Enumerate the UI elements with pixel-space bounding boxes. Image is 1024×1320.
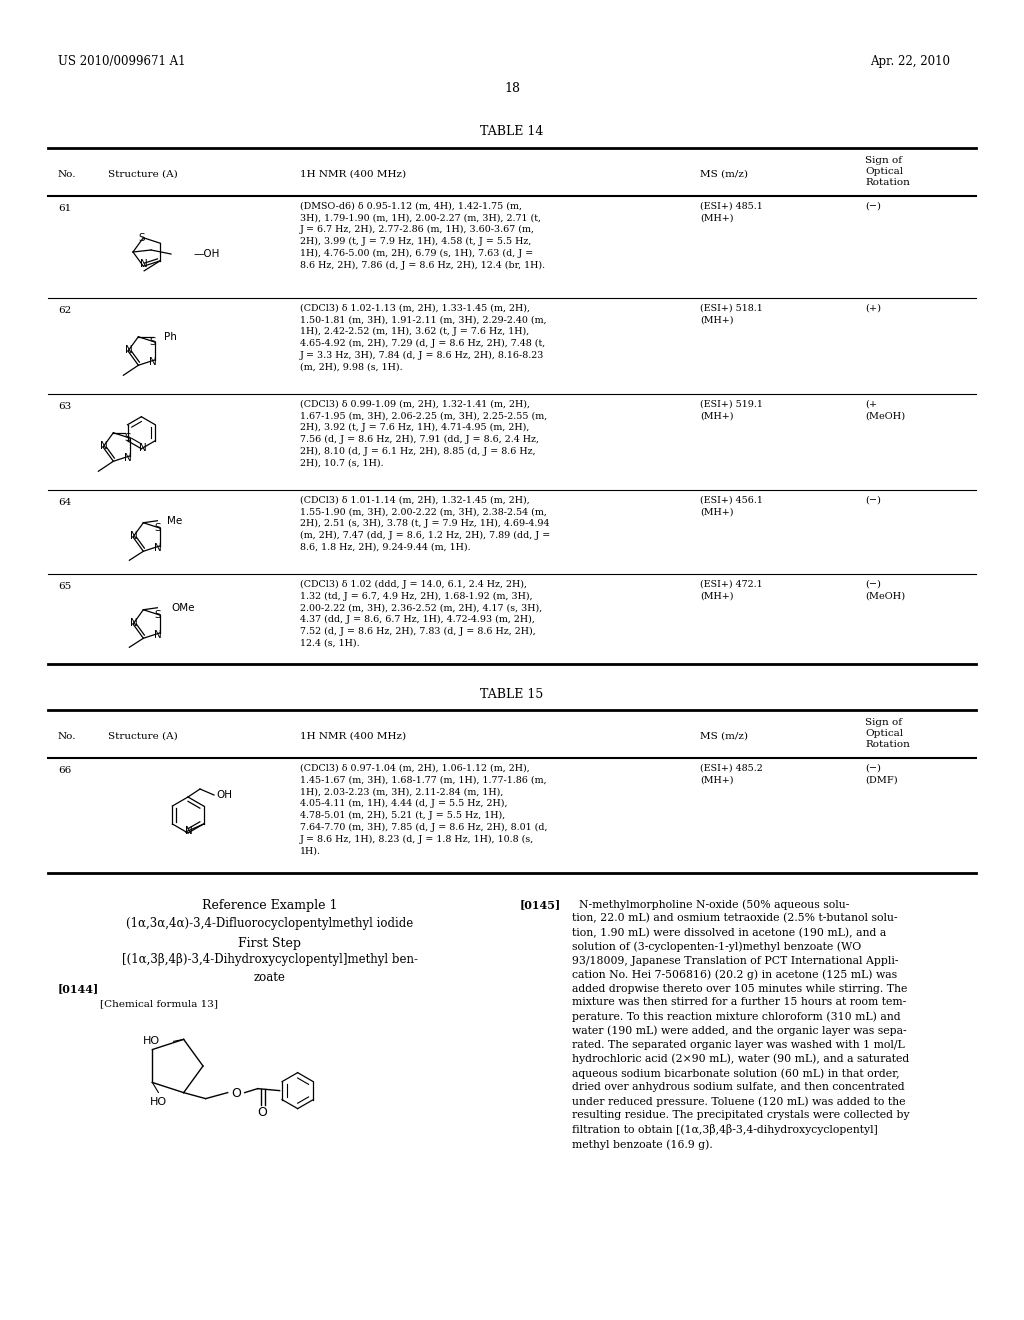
Text: Sign of
Optical
Rotation: Sign of Optical Rotation [865, 156, 910, 187]
Text: [(1α,3β,4β)-3,4-Dihydroxycyclopentyl]methyl ben-
zoate: [(1α,3β,4β)-3,4-Dihydroxycyclopentyl]met… [122, 953, 418, 983]
Text: N: N [155, 630, 162, 640]
Text: (ESI+) 485.2
(MH+): (ESI+) 485.2 (MH+) [700, 764, 763, 784]
Text: HO: HO [150, 1097, 167, 1107]
Text: N: N [125, 345, 133, 355]
Text: (CDCl3) δ 1.01-1.14 (m, 2H), 1.32-1.45 (m, 2H),
1.55-1.90 (m, 3H), 2.00-2.22 (m,: (CDCl3) δ 1.01-1.14 (m, 2H), 1.32-1.45 (… [300, 496, 550, 552]
Text: (ESI+) 472.1
(MH+): (ESI+) 472.1 (MH+) [700, 579, 763, 601]
Text: (−): (−) [865, 496, 881, 506]
Text: OH: OH [216, 789, 232, 800]
Text: Structure (A): Structure (A) [108, 733, 178, 741]
Text: TABLE 14: TABLE 14 [480, 125, 544, 139]
Text: N: N [130, 618, 138, 628]
Text: S: S [138, 232, 144, 243]
Text: No.: No. [58, 733, 77, 741]
Text: O: O [258, 1106, 267, 1119]
Text: S: S [155, 523, 162, 533]
Text: N: N [139, 442, 147, 453]
Text: (+
(MeOH): (+ (MeOH) [865, 400, 905, 421]
Text: [0145]: [0145] [520, 899, 561, 909]
Text: 66: 66 [58, 766, 72, 775]
Text: N: N [100, 441, 108, 451]
Text: [Chemical formula 13]: [Chemical formula 13] [100, 999, 218, 1008]
Text: (−): (−) [865, 202, 881, 211]
Text: N: N [140, 259, 148, 269]
Text: 63: 63 [58, 403, 72, 411]
Text: S: S [155, 610, 162, 620]
Text: TABLE 15: TABLE 15 [480, 688, 544, 701]
Text: (DMSO-d6) δ 0.95-1.12 (m, 4H), 1.42-1.75 (m,
3H), 1.79-1.90 (m, 1H), 2.00-2.27 (: (DMSO-d6) δ 0.95-1.12 (m, 4H), 1.42-1.75… [300, 202, 545, 271]
Text: Structure (A): Structure (A) [108, 170, 178, 180]
Text: (CDCl3) δ 0.99-1.09 (m, 2H), 1.32-1.41 (m, 2H),
1.67-1.95 (m, 3H), 2.06-2.25 (m,: (CDCl3) δ 0.99-1.09 (m, 2H), 1.32-1.41 (… [300, 400, 547, 467]
Text: Apr. 22, 2010: Apr. 22, 2010 [870, 55, 950, 69]
Text: US 2010/0099671 A1: US 2010/0099671 A1 [58, 55, 185, 69]
Text: 1H NMR (400 MHz): 1H NMR (400 MHz) [300, 170, 407, 180]
Text: (+): (+) [865, 304, 881, 313]
Text: (ESI+) 456.1
(MH+): (ESI+) 456.1 (MH+) [700, 496, 763, 516]
Text: N: N [124, 453, 132, 463]
Text: N: N [155, 543, 162, 553]
Text: 61: 61 [58, 205, 72, 213]
Text: (CDCl3) δ 1.02 (ddd, J = 14.0, 6.1, 2.4 Hz, 2H),
1.32 (td, J = 6.7, 4.9 Hz, 2H),: (CDCl3) δ 1.02 (ddd, J = 14.0, 6.1, 2.4 … [300, 579, 543, 648]
Text: 62: 62 [58, 306, 72, 315]
Text: 64: 64 [58, 498, 72, 507]
Text: N: N [150, 356, 157, 367]
Text: (CDCl3) δ 1.02-1.13 (m, 2H), 1.33-1.45 (m, 2H),
1.50-1.81 (m, 3H), 1.91-2.11 (m,: (CDCl3) δ 1.02-1.13 (m, 2H), 1.33-1.45 (… [300, 304, 547, 372]
Text: O: O [231, 1088, 242, 1100]
Text: 1H NMR (400 MHz): 1H NMR (400 MHz) [300, 733, 407, 741]
Text: (1α,3α,4α)-3,4-Difluorocyclopentylmethyl iodide: (1α,3α,4α)-3,4-Difluorocyclopentylmethyl… [126, 917, 414, 931]
Text: HO: HO [142, 1036, 160, 1047]
Text: MS (m/z): MS (m/z) [700, 170, 748, 180]
Text: S: S [150, 337, 157, 347]
Text: Sign of
Optical
Rotation: Sign of Optical Rotation [865, 718, 910, 750]
Text: N: N [130, 531, 138, 541]
Text: (−)
(DMF): (−) (DMF) [865, 764, 898, 784]
Text: —OH: —OH [193, 249, 219, 259]
Text: [0144]: [0144] [58, 983, 99, 994]
Text: MS (m/z): MS (m/z) [700, 733, 748, 741]
Text: 18: 18 [504, 82, 520, 95]
Text: OMe: OMe [171, 603, 195, 612]
Text: N-methylmorpholine N-oxide (50% aqueous solu-
tion, 22.0 mL) and osmium tetraoxi: N-methylmorpholine N-oxide (50% aqueous … [572, 899, 909, 1150]
Text: Ph: Ph [165, 331, 177, 342]
Text: Me: Me [167, 516, 182, 525]
Text: (−)
(MeOH): (−) (MeOH) [865, 579, 905, 601]
Text: 65: 65 [58, 582, 72, 591]
Text: First Step: First Step [239, 937, 301, 950]
Text: S: S [125, 433, 131, 444]
Text: (ESI+) 519.1
(MH+): (ESI+) 519.1 (MH+) [700, 400, 763, 421]
Text: No.: No. [58, 170, 77, 180]
Text: (ESI+) 518.1
(MH+): (ESI+) 518.1 (MH+) [700, 304, 763, 325]
Text: N: N [185, 826, 193, 836]
Text: (CDCl3) δ 0.97-1.04 (m, 2H), 1.06-1.12 (m, 2H),
1.45-1.67 (m, 3H), 1.68-1.77 (m,: (CDCl3) δ 0.97-1.04 (m, 2H), 1.06-1.12 (… [300, 764, 548, 855]
Text: (ESI+) 485.1
(MH+): (ESI+) 485.1 (MH+) [700, 202, 763, 223]
Text: Reference Example 1: Reference Example 1 [203, 899, 338, 912]
